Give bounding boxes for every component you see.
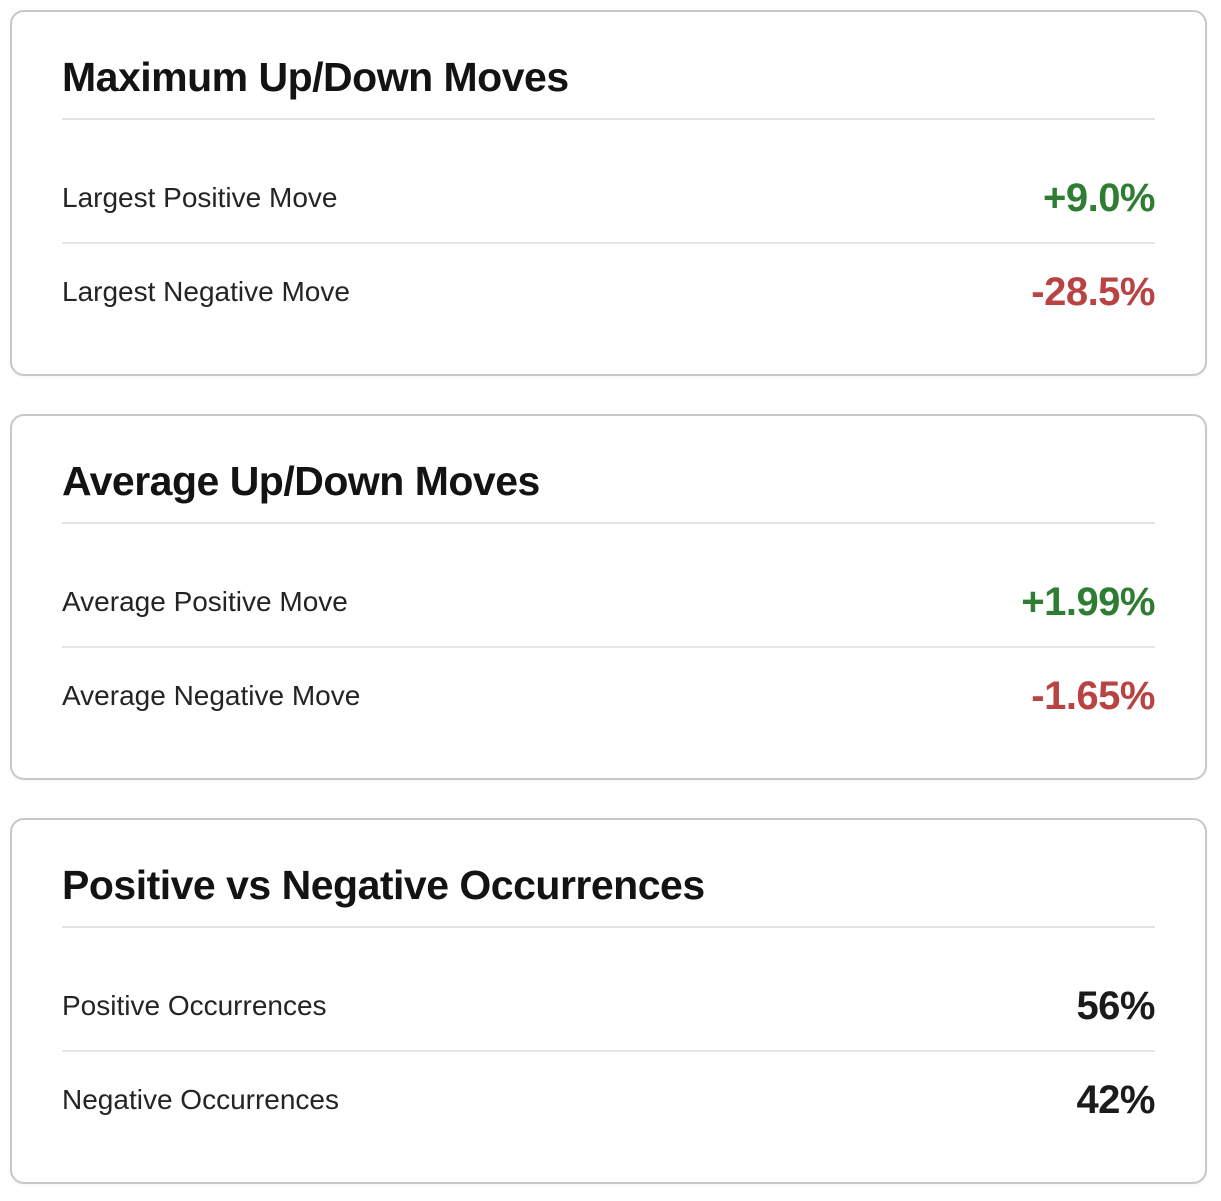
stat-label: Largest Negative Move bbox=[62, 276, 350, 307]
card-positive-vs-negative-occurrences: Positive vs Negative Occurrences Positiv… bbox=[10, 818, 1207, 1184]
stat-row-average-negative-move: Average Negative Move -1.65% bbox=[62, 648, 1155, 740]
card-average-up-down-moves: Average Up/Down Moves Average Positive M… bbox=[10, 414, 1207, 780]
card-title: Average Up/Down Moves bbox=[62, 458, 540, 504]
stat-label: Average Positive Move bbox=[62, 586, 348, 617]
card-maximum-up-down-moves: Maximum Up/Down Moves Largest Positive M… bbox=[10, 10, 1207, 376]
stat-row-negative-occurrences: Negative Occurrences 42% bbox=[62, 1052, 1155, 1144]
title-divider bbox=[62, 522, 1155, 524]
stat-value: 42% bbox=[1076, 1078, 1155, 1122]
stat-label: Negative Occurrences bbox=[62, 1084, 340, 1115]
stat-label: Largest Positive Move bbox=[62, 182, 338, 213]
stat-row-largest-negative-move: Largest Negative Move -28.5% bbox=[62, 244, 1155, 336]
card-title: Positive vs Negative Occurrences bbox=[62, 862, 705, 908]
title-divider bbox=[62, 926, 1155, 928]
stat-row-positive-occurrences: Positive Occurrences 56% bbox=[62, 958, 1155, 1052]
stat-value: -1.65% bbox=[1031, 674, 1155, 718]
stat-label: Average Negative Move bbox=[62, 680, 361, 711]
stat-row-average-positive-move: Average Positive Move +1.99% bbox=[62, 554, 1155, 648]
stat-row-largest-positive-move: Largest Positive Move +9.0% bbox=[62, 150, 1156, 244]
stat-value: 56% bbox=[1076, 984, 1155, 1028]
stat-value: -28.5% bbox=[1031, 270, 1155, 314]
stat-label: Positive Occurrences bbox=[62, 990, 327, 1021]
stat-value: +9.0% bbox=[1042, 176, 1156, 220]
title-divider bbox=[62, 118, 1155, 120]
stat-value: +1.99% bbox=[1021, 580, 1155, 624]
card-title: Maximum Up/Down Moves bbox=[62, 54, 569, 100]
